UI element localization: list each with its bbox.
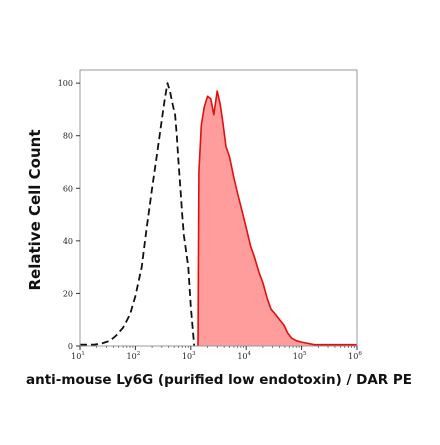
x-tick-label-4: 105 bbox=[293, 351, 307, 361]
series-1-line bbox=[197, 90, 357, 347]
series-0-line bbox=[80, 82, 196, 347]
axes-layer: 0 20 40 60 80 100 101 102 103 104 105 106 bbox=[58, 79, 363, 361]
x-tick-label-2: 103 bbox=[182, 351, 196, 361]
y-tick-label-3: 60 bbox=[63, 184, 73, 193]
x-axis-title: anti-mouse Ly6G (purified low endotoxin)… bbox=[26, 372, 412, 388]
y-tick-label-4: 80 bbox=[63, 132, 73, 141]
x-tick-label-1: 102 bbox=[127, 351, 141, 361]
x-tick-label-0: 101 bbox=[71, 351, 85, 361]
series-1-area bbox=[198, 91, 357, 346]
plot-frame bbox=[79, 69, 358, 347]
y-tick-label-5: 100 bbox=[58, 79, 73, 88]
y-tick-label-1: 20 bbox=[63, 289, 73, 298]
series-layer bbox=[80, 82, 357, 347]
y-axis-title: Relative Cell Count bbox=[26, 129, 44, 290]
y-tick-label-0: 0 bbox=[68, 342, 73, 351]
x-tick-label-3: 104 bbox=[237, 351, 251, 361]
x-tick-label-5: 106 bbox=[348, 351, 362, 361]
y-tick-label-2: 40 bbox=[63, 237, 73, 246]
